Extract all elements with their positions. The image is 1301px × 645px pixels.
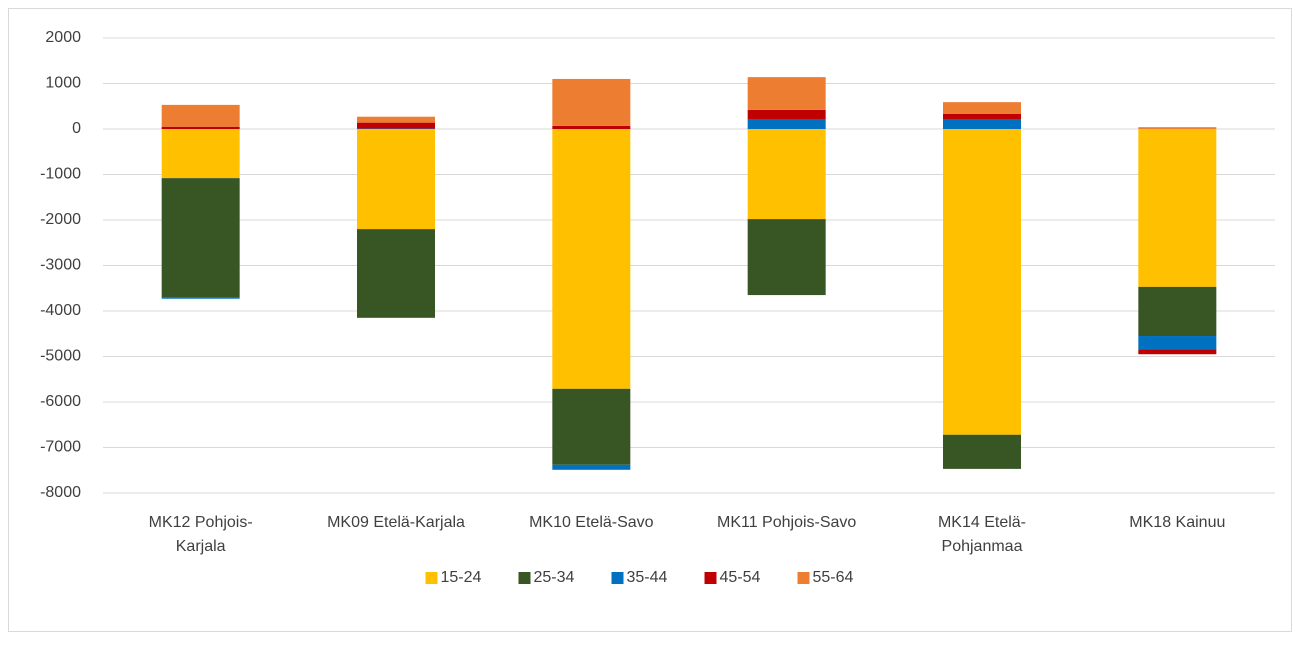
y-tick-label: -3000 <box>40 257 81 274</box>
bar-segment <box>162 298 240 299</box>
bar-segment <box>943 119 1021 129</box>
y-tick-label: 1000 <box>45 75 81 92</box>
y-tick-label: -2000 <box>40 211 81 228</box>
legend-swatch <box>612 572 624 584</box>
y-tick-label: 2000 <box>45 29 81 46</box>
y-tick-label: -4000 <box>40 302 81 319</box>
legend-label: 45-54 <box>720 569 761 586</box>
legend-label: 35-44 <box>627 569 668 586</box>
legend-label: 55-64 <box>813 569 854 586</box>
y-tick-label: -6000 <box>40 393 81 410</box>
legend-swatch <box>705 572 717 584</box>
x-tick-label: MK09 Etelä-Karjala <box>327 514 465 531</box>
bar-segment <box>1138 287 1216 336</box>
y-tick-label: -5000 <box>40 348 81 365</box>
bar-segment <box>552 129 630 389</box>
x-tick-label: MK18 Kainuu <box>1129 514 1225 531</box>
bar-segment <box>943 114 1021 119</box>
bar-segment <box>357 129 435 229</box>
bar-segment <box>552 389 630 465</box>
bar-segment <box>357 123 435 129</box>
bar-segment <box>748 219 826 295</box>
bar-segment <box>552 79 630 126</box>
y-tick-label: -7000 <box>40 439 81 456</box>
legend-swatch <box>426 572 438 584</box>
bar-segment <box>748 110 826 119</box>
legend-label: 25-34 <box>534 569 575 586</box>
legend-swatch <box>519 572 531 584</box>
bar-segment <box>552 465 630 470</box>
bar-segment <box>1138 127 1216 129</box>
bar-segment <box>162 105 240 127</box>
bar-segment <box>162 129 240 178</box>
bar-segment <box>943 129 1021 435</box>
bar-segment <box>162 178 240 298</box>
bar-segment <box>357 117 435 123</box>
bar-segment <box>552 126 630 129</box>
bar-segment <box>1138 349 1216 354</box>
bar-segment <box>162 127 240 129</box>
y-tick-label: -8000 <box>40 484 81 501</box>
bar-segment <box>357 229 435 318</box>
legend-label: 15-24 <box>441 569 482 586</box>
bar-segment <box>943 102 1021 114</box>
bar-segment <box>748 129 826 219</box>
x-tick-label: MK10 Etelä-Savo <box>529 514 654 531</box>
y-tick-label: -1000 <box>40 166 81 183</box>
bar-segment <box>943 435 1021 469</box>
bar-segment <box>748 119 826 129</box>
x-tick-label: MK11 Pohjois-Savo <box>717 514 856 531</box>
bar-segment <box>1138 129 1216 287</box>
y-tick-label: 0 <box>72 120 81 137</box>
bar-segment <box>1138 336 1216 349</box>
legend-swatch <box>798 572 810 584</box>
bar-segment <box>748 77 826 110</box>
